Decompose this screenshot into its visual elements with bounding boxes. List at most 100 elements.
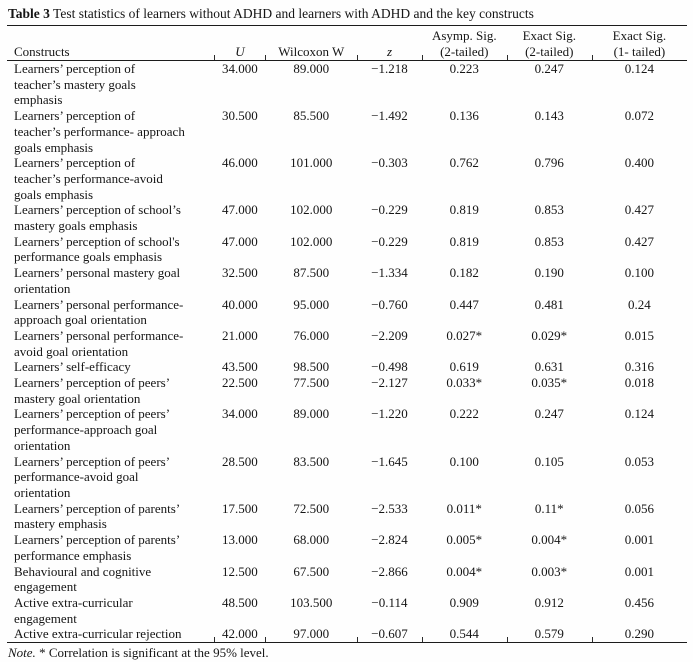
- cell-z: −0.229: [371, 202, 408, 218]
- cell-construct: Learners’ perception of peers’ mastery g…: [14, 375, 171, 406]
- column-header-z: z: [357, 26, 422, 61]
- cell-asymp-sig-2tailed: 0.136: [449, 108, 479, 124]
- cell-exact-sig-1tailed: 0.124: [624, 61, 655, 76]
- cell-z: −2.824: [371, 532, 408, 548]
- cell-exact-sig-1tailed: 0.100: [624, 265, 655, 281]
- cell-construct: Learners’ perception of teacher’s perfor…: [14, 155, 163, 202]
- cell-u: 43.500: [222, 359, 258, 375]
- cell-u: 13.000: [222, 532, 258, 548]
- cell-asymp-sig-2tailed: 0.004*: [446, 563, 483, 579]
- table-row: Active extra-curricular rejection 42.000…: [7, 626, 687, 643]
- cell-z: −2.209: [371, 327, 408, 343]
- cell-u: 40.000: [222, 296, 258, 312]
- table-note: Note. * Correlation is significant at th…: [7, 643, 687, 661]
- cell-z: −1.218: [371, 61, 408, 76]
- cell-u: 34.000: [222, 61, 258, 76]
- cell-z: −0.229: [371, 233, 408, 249]
- cell-u: 17.500: [222, 500, 258, 516]
- cell-exact-sig-1tailed: 0.316: [624, 359, 655, 375]
- cell-wilcoxon-w: 102.000: [290, 202, 333, 218]
- cell-u: 28.500: [222, 453, 258, 469]
- cell-wilcoxon-w: 97.000: [265, 626, 357, 643]
- cell-u: 12.500: [222, 563, 258, 579]
- cell-z: −2.866: [371, 563, 408, 579]
- cell-wilcoxon-w: 98.500: [293, 359, 330, 375]
- cell-u: 47.000: [222, 202, 258, 218]
- column-header-wilcoxon-w: Wilcoxon W: [265, 26, 358, 61]
- cell-exact-sig-2tailed: 0.143: [534, 108, 564, 124]
- table-caption-label: Table 3: [8, 6, 50, 21]
- table-row: Learners’ self-efficacy 43.500 98.500 −0…: [7, 359, 687, 375]
- cell-exact-sig-1tailed: 0.456: [624, 594, 655, 610]
- cell-construct: Learners’ perception of teacher’s master…: [14, 61, 136, 108]
- cell-exact-sig-1tailed: 0.015: [624, 327, 655, 343]
- cell-u: 46.000: [222, 155, 258, 171]
- cell-exact-sig-1tailed: 0.018: [624, 375, 655, 391]
- cell-wilcoxon-w: 101.000: [290, 155, 333, 171]
- cell-asymp-sig-2tailed: 0.447: [449, 296, 479, 312]
- cell-exact-sig-2tailed: 0.247: [534, 61, 564, 76]
- cell-exact-sig-1tailed: 0.053: [624, 453, 655, 469]
- cell-construct: Learners’ personal mastery goal orientat…: [14, 265, 181, 296]
- cell-z: −1.220: [371, 406, 408, 422]
- cell-u: 47.000: [222, 233, 258, 249]
- cell-wilcoxon-w: 77.500: [293, 375, 330, 391]
- cell-exact-sig-2tailed: 0.853: [534, 202, 564, 218]
- cell-asymp-sig-2tailed: 0.544: [421, 626, 507, 643]
- cell-construct: Learners’ perception of peers’ performan…: [14, 453, 171, 500]
- cell-z: −0.498: [371, 359, 408, 375]
- table-caption: Table 3 Test statistics of learners with…: [7, 5, 687, 26]
- cell-asymp-sig-2tailed: 0.011*: [446, 500, 482, 516]
- cell-wilcoxon-w: 102.000: [290, 233, 333, 249]
- cell-z: −0.303: [371, 155, 408, 171]
- cell-construct: Active extra-curricular rejection: [14, 626, 182, 642]
- cell-asymp-sig-2tailed: 0.005*: [446, 532, 483, 548]
- table-row: Learners’ perception of parents’ mastery…: [7, 501, 687, 532]
- cell-exact-sig-2tailed: 0.105: [534, 453, 564, 469]
- cell-exact-sig-2tailed: 0.579: [506, 626, 592, 643]
- cell-z: −0.607: [357, 626, 422, 643]
- cell-wilcoxon-w: 85.500: [293, 108, 330, 124]
- cell-construct: Learners’ perception of parents’ mastery…: [14, 500, 181, 532]
- cell-exact-sig-2tailed: 0.631: [534, 359, 564, 375]
- note-prefix: Note.: [8, 645, 36, 661]
- note-text: * Correlation is significant at the 95% …: [35, 645, 269, 661]
- cell-exact-sig-2tailed: 0.11*: [534, 500, 564, 516]
- column-header-u: U: [214, 26, 266, 61]
- table-row: Learners’ personal performance- avoid go…: [7, 328, 687, 359]
- cell-u: 22.500: [222, 375, 258, 391]
- cell-wilcoxon-w: 103.500: [290, 594, 333, 610]
- cell-construct: Learners’ perception of peers’ performan…: [14, 406, 171, 453]
- cell-z: −0.760: [371, 296, 408, 312]
- cell-exact-sig-2tailed: 0.796: [534, 155, 564, 171]
- table-row: Learners’ personal performance- approach…: [7, 297, 687, 328]
- cell-asymp-sig-2tailed: 0.222: [449, 406, 479, 422]
- cell-exact-sig-1tailed: 0.24: [628, 296, 651, 312]
- cell-construct: Active extra-curricular engagement: [14, 594, 133, 626]
- cell-exact-sig-1tailed: 0.001: [624, 563, 655, 579]
- cell-exact-sig-2tailed: 0.853: [534, 233, 564, 249]
- cell-wilcoxon-w: 83.500: [293, 453, 330, 469]
- cell-asymp-sig-2tailed: 0.619: [449, 359, 479, 375]
- table-row: Learners’ perception of peers’ performan…: [7, 406, 687, 453]
- cell-exact-sig-2tailed: 0.190: [534, 265, 564, 281]
- cell-asymp-sig-2tailed: 0.033*: [446, 375, 483, 391]
- cell-construct: Learners’ self-efficacy: [14, 359, 131, 375]
- cell-u: 32.500: [222, 265, 258, 281]
- cell-z: −1.645: [371, 453, 408, 469]
- column-header-exact-sig-2tailed: Exact Sig. (2-tailed): [506, 26, 592, 61]
- cell-exact-sig-1tailed: 0.427: [624, 233, 655, 249]
- cell-z: −0.114: [371, 594, 408, 610]
- cell-construct: Learners’ perception of teacher’s perfor…: [14, 108, 185, 155]
- cell-asymp-sig-2tailed: 0.762: [449, 155, 479, 171]
- table-row: Learners’ perception of peers’ mastery g…: [7, 375, 687, 406]
- cell-construct: Learners’ perception of school's perform…: [14, 233, 180, 265]
- statistics-table: Constructs U Wilcoxon W z Asymp. Sig. (2…: [7, 26, 687, 644]
- cell-exact-sig-1tailed: 0.001: [624, 532, 655, 548]
- header-row: Constructs U Wilcoxon W z Asymp. Sig. (2…: [7, 26, 687, 61]
- table-row: Learners’ perception of teacher’s perfor…: [7, 108, 687, 155]
- cell-construct: Learners’ perception of school’s mastery…: [14, 202, 181, 234]
- cell-exact-sig-2tailed: 0.481: [534, 296, 564, 312]
- cell-asymp-sig-2tailed: 0.100: [449, 453, 479, 469]
- cell-u: 21.000: [222, 327, 258, 343]
